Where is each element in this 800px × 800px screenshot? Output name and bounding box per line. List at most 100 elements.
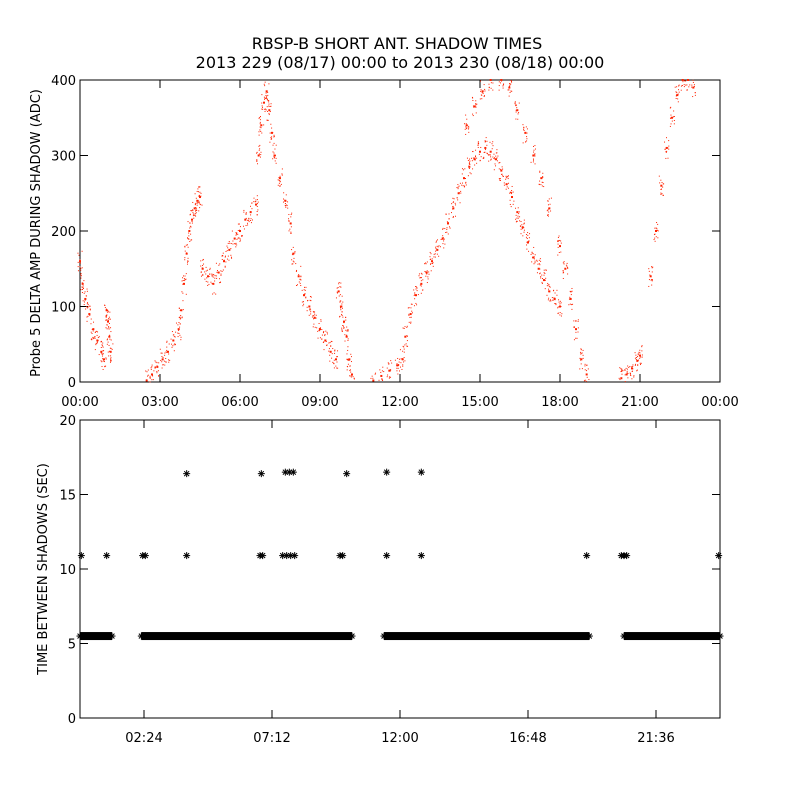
top-data-speck	[563, 263, 565, 265]
top-data-speck	[657, 223, 659, 225]
top-data-speck	[88, 305, 90, 307]
top-data-speck	[320, 319, 322, 321]
top-data-speck	[435, 248, 437, 250]
top-data-speck	[631, 378, 633, 380]
top-data-speck	[398, 364, 400, 366]
top-data-speck	[274, 154, 276, 156]
top-data-speck	[181, 291, 183, 293]
top-data-speck	[389, 369, 391, 371]
top-data-speck	[539, 273, 541, 275]
top-data-speck	[465, 182, 467, 184]
bottom-data-point	[183, 470, 191, 478]
top-data-speck	[273, 152, 275, 154]
top-data-speck	[305, 286, 307, 288]
bottom-baseline-marker	[716, 632, 724, 640]
top-data-speck	[156, 370, 158, 372]
top-data-speck	[692, 96, 694, 98]
top-data-speck	[538, 263, 540, 265]
top-data-speck	[202, 258, 204, 260]
top-data-speck	[315, 314, 317, 316]
top-data-speck	[164, 364, 166, 366]
top-data-speck	[694, 92, 696, 94]
top-data-speck	[541, 181, 543, 183]
top-data-speck	[664, 141, 666, 143]
top-data-speck	[284, 204, 286, 206]
top-data-speck	[300, 265, 302, 267]
top-data-speck	[549, 203, 551, 205]
top-data-speck	[469, 160, 471, 162]
top-data-speck	[669, 107, 671, 109]
top-x-tick-label: 15:00	[461, 395, 498, 410]
top-data-speck	[270, 103, 272, 105]
top-data-speck	[463, 123, 465, 125]
top-data-speck	[539, 171, 541, 173]
bottom-baseline-marker	[348, 632, 356, 640]
top-data-speck	[523, 219, 525, 221]
top-data-speck	[683, 80, 685, 82]
top-data-speck	[476, 162, 478, 164]
top-data-speck	[89, 308, 91, 310]
top-data-speck	[552, 290, 554, 292]
top-data-speck	[537, 263, 539, 265]
top-data-point	[532, 154, 535, 157]
top-data-speck	[236, 238, 238, 240]
top-x-tick-label: 03:00	[141, 395, 178, 410]
top-data-speck	[496, 157, 498, 159]
top-data-speck	[279, 185, 281, 187]
top-data-speck	[677, 98, 679, 100]
top-data-speck	[97, 337, 99, 339]
top-data-speck	[518, 112, 520, 114]
top-data-speck	[301, 301, 303, 303]
top-data-speck	[174, 344, 176, 346]
top-data-speck	[422, 279, 424, 281]
top-data-speck	[501, 80, 503, 82]
top-data-speck	[675, 97, 677, 99]
top-data-speck	[77, 252, 79, 254]
top-data-speck	[655, 227, 657, 229]
top-data-speck	[86, 316, 88, 318]
top-data-speck	[479, 151, 481, 153]
top-data-speck	[342, 325, 344, 327]
top-data-speck	[558, 301, 560, 303]
top-data-speck	[430, 270, 432, 272]
top-data-speck	[472, 105, 474, 107]
top-data-speck	[534, 260, 536, 262]
top-data-speck	[344, 334, 346, 336]
top-data-speck	[193, 214, 195, 216]
top-data-speck	[554, 303, 556, 305]
top-data-speck	[221, 270, 223, 272]
top-data-speck	[102, 345, 104, 347]
top-data-speck	[108, 322, 110, 324]
top-data-speck	[571, 287, 573, 289]
top-data-speck	[173, 335, 175, 337]
top-data-speck	[435, 241, 437, 243]
top-data-speck	[195, 207, 197, 209]
top-data-speck	[488, 89, 490, 91]
bottom-y-tick-label: 20	[59, 414, 76, 429]
top-data-speck	[291, 263, 293, 265]
top-data-speck	[103, 361, 105, 363]
top-data-speck	[634, 357, 636, 359]
top-data-speck	[87, 315, 89, 317]
top-data-speck	[571, 308, 573, 310]
top-data-speck	[509, 192, 511, 194]
top-data-speck	[548, 285, 550, 287]
top-data-speck	[568, 298, 570, 300]
top-data-point	[495, 158, 497, 161]
top-data-speck	[660, 192, 662, 194]
top-data-speck	[187, 261, 189, 263]
top-data-speck	[473, 158, 475, 160]
top-data-speck	[231, 257, 233, 259]
top-data-speck	[189, 225, 191, 227]
top-data-speck	[458, 192, 460, 194]
top-data-speck	[285, 206, 287, 208]
top-data-speck	[156, 372, 158, 374]
top-data-speck	[199, 186, 201, 188]
top-data-speck	[515, 207, 517, 209]
top-data-speck	[548, 284, 550, 286]
top-data-speck	[483, 156, 485, 158]
top-data-speck	[498, 89, 500, 91]
top-data-speck	[533, 258, 535, 260]
top-data-speck	[496, 152, 498, 154]
